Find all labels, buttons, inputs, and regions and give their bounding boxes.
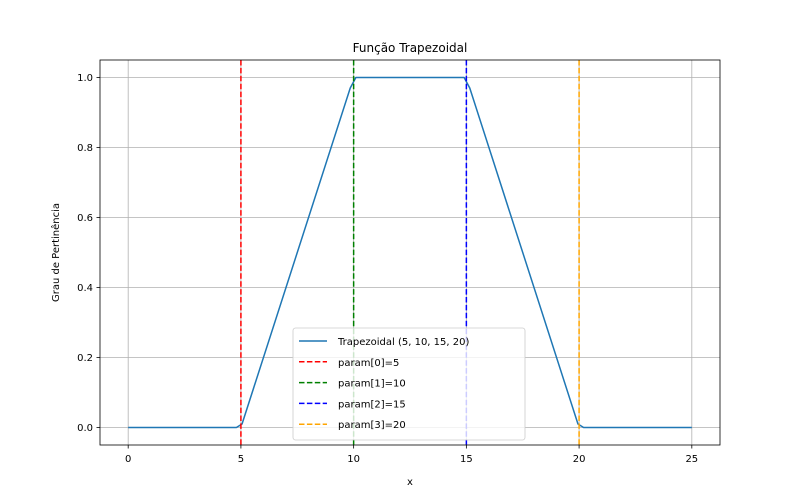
y-tick-label: 1.0 bbox=[77, 73, 93, 84]
legend-label: param[1]=10 bbox=[338, 379, 406, 390]
legend-box bbox=[292, 327, 526, 441]
legend-label: param[0]=5 bbox=[338, 358, 399, 369]
axis-ticks: 0 5 10 15 20 25 0.0 0.2 0.4 0.6 0.8 1.0 bbox=[77, 73, 698, 465]
legend-label: param[3]=20 bbox=[338, 420, 406, 431]
legend-label: Trapezoidal (5, 10, 15, 20) bbox=[337, 337, 469, 348]
x-tick-label: 10 bbox=[347, 454, 360, 465]
y-axis-label: Grau de Pertinência bbox=[50, 203, 62, 302]
legend-label: param[2]=15 bbox=[338, 399, 406, 410]
x-axis-label: x bbox=[407, 477, 413, 488]
y-tick-label: 0.0 bbox=[77, 423, 93, 434]
legend: Trapezoidal (5, 10, 15, 20) param[0]=5 par… bbox=[292, 327, 526, 441]
chart-title: Função Trapezoidal bbox=[353, 41, 468, 55]
x-tick-label: 5 bbox=[238, 454, 244, 465]
x-tick-label: 25 bbox=[685, 454, 698, 465]
y-tick-label: 0.4 bbox=[77, 283, 93, 294]
x-tick-label: 20 bbox=[573, 454, 586, 465]
series-line-0 bbox=[128, 76, 692, 429]
y-tick-label: 0.6 bbox=[77, 213, 93, 224]
x-tick-label: 15 bbox=[460, 454, 473, 465]
y-tick-label: 0.8 bbox=[77, 143, 93, 154]
y-tick-label: 0.2 bbox=[77, 353, 93, 364]
x-tick-label: 0 bbox=[125, 454, 131, 465]
axes-frame bbox=[99, 59, 721, 446]
